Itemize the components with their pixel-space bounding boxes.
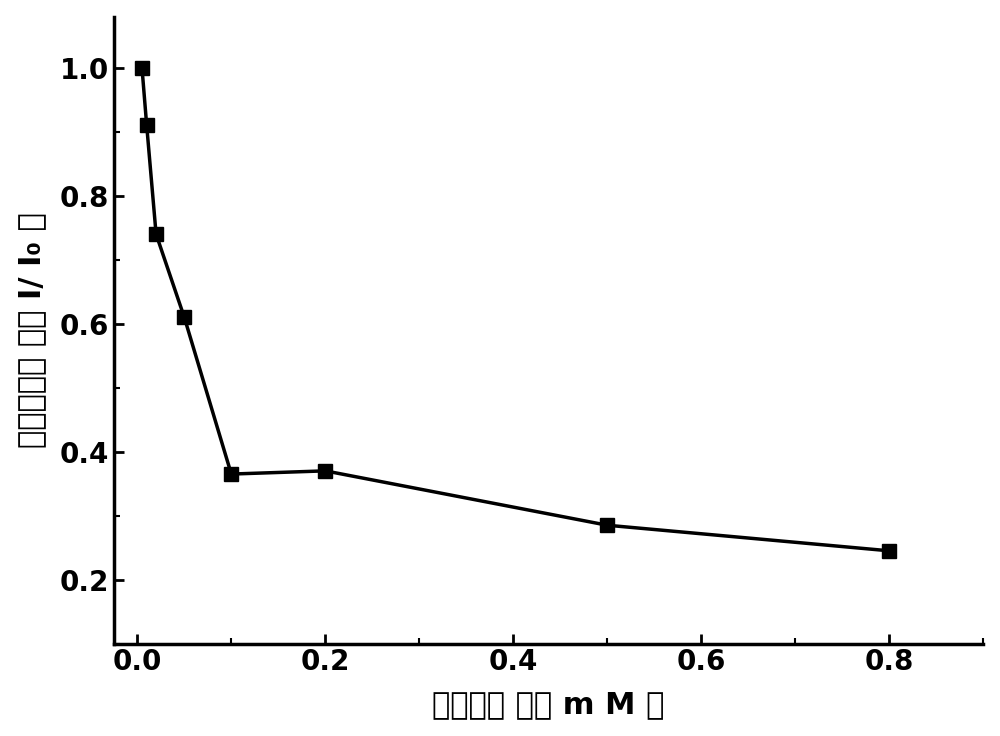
X-axis label: 葫葡糖浓 度（ m M ）: 葫葡糖浓 度（ m M ）: [432, 690, 665, 719]
Y-axis label: 荧光强度比 値（ I/ I₀ ）: 荧光强度比 値（ I/ I₀ ）: [17, 212, 46, 448]
